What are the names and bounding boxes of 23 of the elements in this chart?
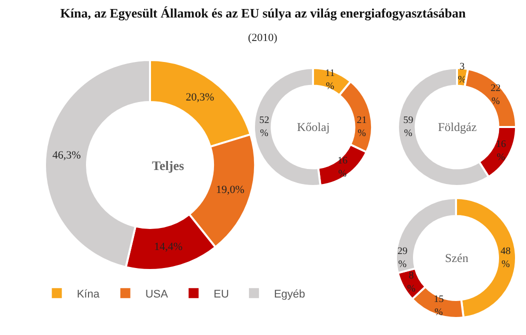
legend-label: USA [145,288,169,300]
data-label: 16 % [337,156,348,180]
data-label: 19,0% [216,184,244,196]
data-label: 20,3% [186,92,214,104]
text: Szén [445,251,468,265]
data-label: 16 % [496,139,506,164]
data-label: 52 % [259,115,270,139]
text: Teljes [152,158,184,173]
data-label: 21 % [356,115,367,139]
legend-label: EU [214,288,229,300]
data-label: 46,3% [52,149,81,162]
data-label: 8 % [407,270,416,295]
data-label: 22 % [490,83,501,108]
text: Földgáz [438,120,477,134]
legend-label: Kína [76,288,100,300]
data-label: 29 % [397,246,408,270]
legend-label: Egyéb [274,288,306,300]
data-label: 14,4% [154,240,183,253]
chart-subtitle: (2010) [248,32,278,44]
text: Kőolaj [297,120,330,134]
data-label: 59 % [403,115,414,139]
chart-title: Kína, az Egyesült Államok és az EU súlya az világ energiafogyasztásában [60,6,467,21]
data-label: 48 % [500,246,511,270]
